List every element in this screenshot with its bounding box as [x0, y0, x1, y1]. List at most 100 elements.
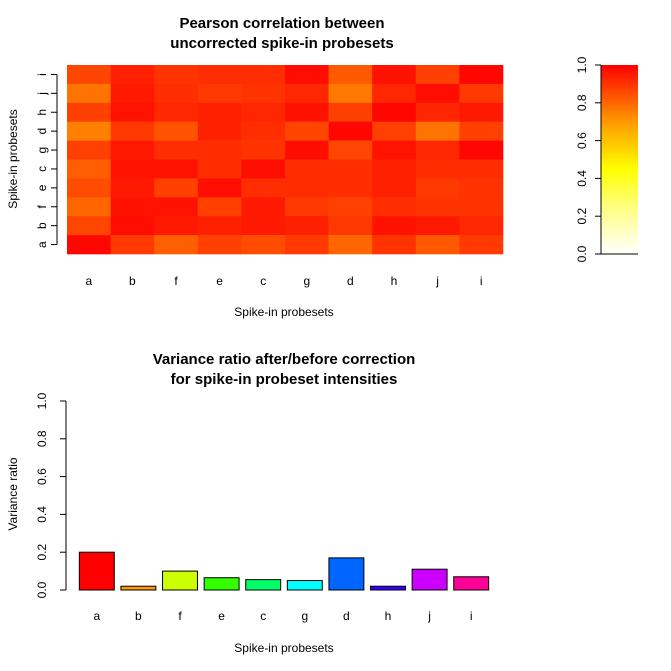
- heatmap-cell: [459, 140, 504, 160]
- bar-x-axis-label: Spike-in probesets: [234, 641, 333, 655]
- heatmap-cell: [67, 102, 111, 122]
- bar-y-tick-label: 0.6: [35, 468, 49, 485]
- heatmap-cell: [197, 83, 242, 104]
- heatmap-y-tick-label: c: [35, 166, 49, 172]
- heatmap-x-tick-label: h: [391, 274, 398, 288]
- heatmap-cell: [459, 197, 504, 217]
- heatmap-cell: [372, 65, 417, 85]
- bar-x-tick-label: j: [427, 609, 431, 623]
- bar: [286, 580, 323, 591]
- bar-y-tick-label: 0.2: [35, 544, 49, 561]
- heatmap-x-tick-label: d: [347, 274, 354, 288]
- heatmap-cell: [285, 235, 329, 255]
- bar-x-tick-label: a: [93, 609, 100, 623]
- bar: [328, 557, 365, 591]
- bar-y-tick-label: 1.0: [35, 392, 49, 409]
- heatmap-cell: [285, 83, 329, 104]
- heatmap-cell: [459, 178, 504, 198]
- heatmap-cell: [110, 65, 155, 85]
- heatmap-cell: [459, 83, 504, 104]
- bar: [120, 585, 157, 591]
- heatmap-cell: [285, 216, 329, 236]
- heatmap-y-tick-label: b: [35, 222, 49, 229]
- heatmap-cell: [154, 140, 199, 160]
- heatmap-cell: [285, 102, 329, 122]
- heatmap-x-tick-label: c: [260, 274, 266, 288]
- heatmap-cell: [110, 140, 155, 160]
- heatmap-cell: [415, 140, 460, 160]
- bar-series: [78, 551, 490, 591]
- heatmap-cell: [154, 159, 199, 179]
- heatmap-y-tick-label: a: [35, 241, 49, 248]
- heatmap-cell: [154, 83, 199, 104]
- heatmap-y-tick-label: e: [35, 184, 49, 191]
- colorbar-tick-label: 0.6: [575, 132, 589, 149]
- heatmap-y-tick-label: h: [35, 109, 49, 116]
- heatmap-cell: [285, 159, 329, 179]
- heatmap-cell: [328, 159, 373, 179]
- heatmap-cell: [67, 83, 111, 104]
- bar-x-tick-label: h: [385, 609, 392, 623]
- heatmap-cell: [415, 178, 460, 198]
- heatmap-cell: [415, 65, 460, 85]
- bar: [78, 551, 115, 591]
- heatmap-cell: [328, 235, 373, 255]
- heatmap-cell: [67, 140, 111, 160]
- bar-chart-title-line-2: for spike-in probeset intensities: [171, 371, 398, 388]
- heatmap-cell: [154, 102, 199, 122]
- heatmap-cell: [67, 178, 111, 198]
- heatmap-cell: [285, 140, 329, 160]
- colorbar-legend: 0.0 0.2 0.4 0.6 0.8 1.0: [575, 56, 638, 262]
- heatmap-y-tick-label: f: [35, 204, 49, 208]
- heatmap-cell: [154, 216, 199, 236]
- heatmap-cell: [372, 197, 417, 217]
- heatmap-cell: [415, 197, 460, 217]
- heatmap-cell: [241, 178, 286, 198]
- heatmap-cell: [197, 178, 242, 198]
- heatmap-cell: [110, 235, 155, 255]
- heatmap-y-tick-label: j: [35, 92, 49, 96]
- heatmap-cell: [67, 235, 111, 255]
- bar-x-tick-label: d: [343, 609, 350, 623]
- heatmap-cell: [197, 159, 242, 179]
- heatmap-cell: [285, 121, 329, 141]
- heatmap-cell: [328, 178, 373, 198]
- heatmap-cell: [328, 197, 373, 217]
- bar-y-axis: 0.0 0.2 0.4 0.6 0.8 1.0: [35, 392, 67, 598]
- heatmap-cell: [372, 235, 417, 255]
- heatmap-y-tick-label: i: [35, 73, 49, 76]
- heatmap-cell: [197, 65, 242, 85]
- heatmap-cell: [154, 121, 199, 141]
- heatmap-cell: [241, 121, 286, 141]
- heatmap-cell: [285, 178, 329, 198]
- colorbar-gradient: [601, 65, 638, 254]
- heatmap-x-tick-label: g: [303, 274, 310, 288]
- heatmap-x-tick-label: a: [85, 274, 92, 288]
- heatmap-cell: [197, 216, 242, 236]
- heatmap-cell: [241, 197, 286, 217]
- heatmap-x-tick-label: b: [129, 274, 136, 288]
- heatmap-cell: [197, 197, 242, 217]
- heatmap-cell: [67, 216, 111, 236]
- heatmap-cell: [197, 121, 242, 141]
- bar-x-tick-label: f: [178, 609, 182, 623]
- bar: [411, 568, 448, 591]
- heatmap-cell: [110, 102, 155, 122]
- heatmap-cell: [285, 65, 329, 85]
- heatmap-y-tick-label: g: [35, 147, 49, 154]
- heatmap-cell: [241, 65, 286, 85]
- heatmap-cell: [328, 83, 373, 104]
- heatmap-cell: [67, 65, 111, 85]
- heatmap-cell: [459, 65, 504, 85]
- heatmap-title-line-2: uncorrected spike-in probesets: [170, 35, 393, 52]
- heatmap-cell: [67, 159, 111, 179]
- heatmap-cell: [241, 216, 286, 236]
- heatmap-y-axis: a b f e c g d h j i: [35, 73, 58, 248]
- bar: [245, 579, 282, 591]
- bar-x-tick-label: e: [218, 609, 225, 623]
- heatmap-x-axis-label: Spike-in probesets: [234, 305, 333, 319]
- heatmap-cells: [67, 65, 504, 255]
- heatmap-cell: [415, 83, 460, 104]
